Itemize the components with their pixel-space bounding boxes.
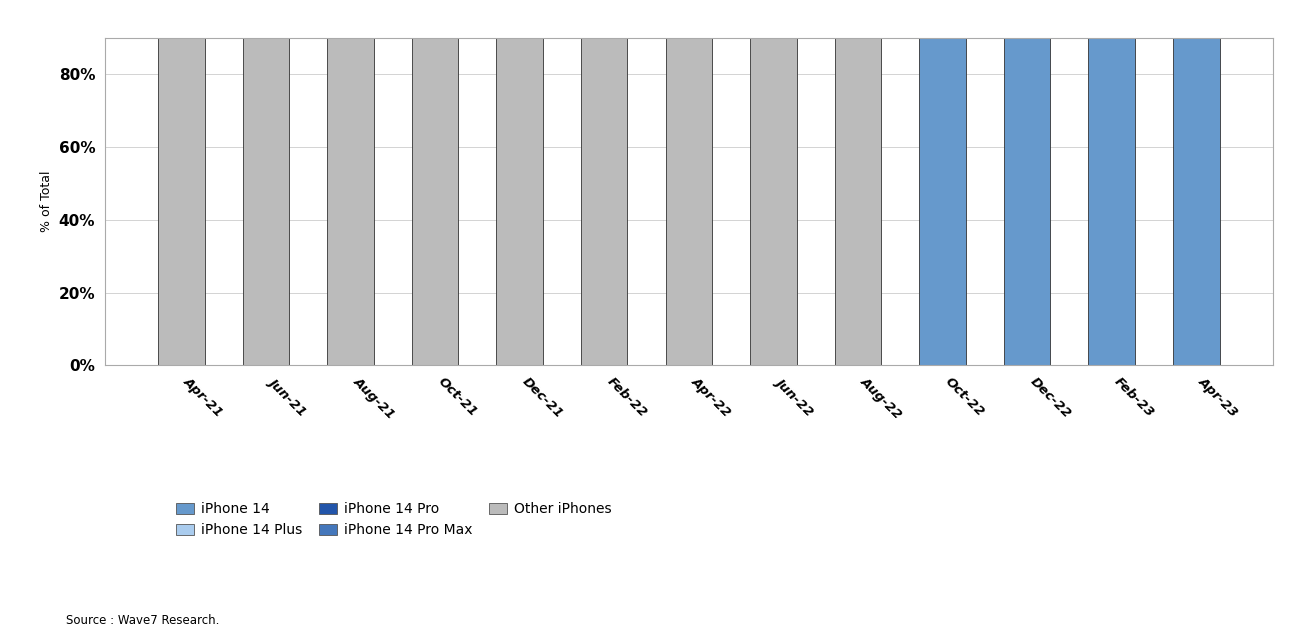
Legend: iPhone 14, iPhone 14 Plus, iPhone 14 Pro, iPhone 14 Pro Max, Other iPhones: iPhone 14, iPhone 14 Plus, iPhone 14 Pro… <box>171 497 617 543</box>
Bar <box>581 0 627 365</box>
Bar <box>1004 0 1051 365</box>
Text: Source : Wave7 Research.: Source : Wave7 Research. <box>66 614 219 627</box>
Bar <box>1089 0 1135 365</box>
Bar <box>327 0 374 365</box>
Bar <box>920 0 966 365</box>
Bar <box>243 0 289 365</box>
Y-axis label: % of Total: % of Total <box>41 171 52 232</box>
Bar <box>1173 0 1220 365</box>
Bar <box>496 0 543 365</box>
Bar <box>665 0 712 365</box>
Bar <box>750 0 796 365</box>
Bar <box>412 0 458 365</box>
Bar <box>834 0 882 365</box>
Bar <box>157 0 205 365</box>
